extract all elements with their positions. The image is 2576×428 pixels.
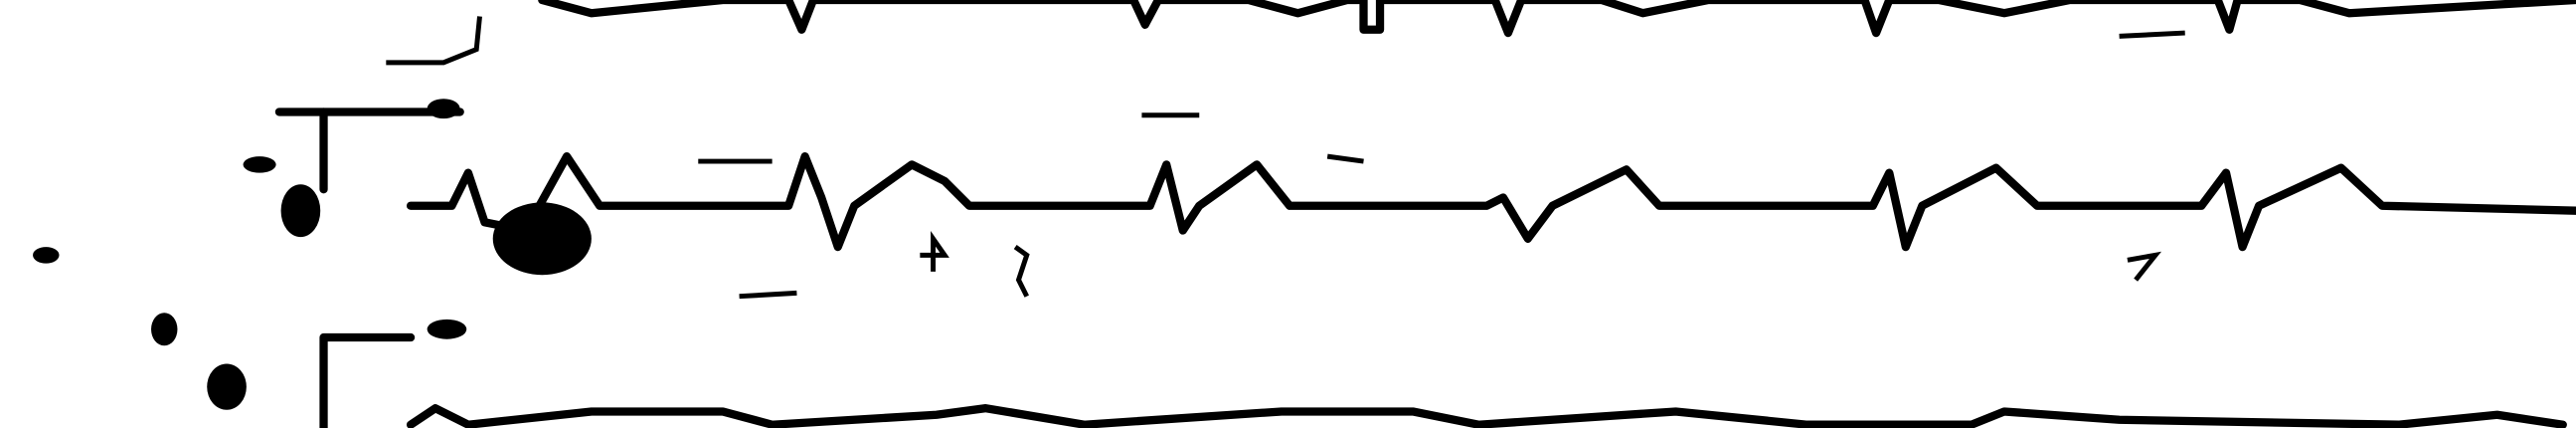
artifact (1326, 153, 1364, 164)
artifact (33, 247, 60, 264)
artifact (280, 184, 321, 238)
artifact (739, 290, 797, 300)
calibration-pulse (386, 16, 482, 66)
calibration-pulse (319, 332, 416, 428)
artifact (427, 99, 460, 119)
artifact (427, 319, 467, 339)
artifact (243, 156, 276, 173)
artifact (920, 230, 949, 272)
ecg-trace-bottom (406, 404, 2567, 428)
artifact (1013, 245, 1030, 298)
artifact (2127, 251, 2162, 282)
artifact (2119, 30, 2185, 39)
ecg-trace-middle (406, 151, 2576, 252)
artifact (151, 313, 178, 346)
artifact (492, 202, 592, 276)
ecg-trace-top (538, 0, 2576, 38)
calibration-pulse (274, 107, 328, 194)
artifact (207, 363, 247, 410)
